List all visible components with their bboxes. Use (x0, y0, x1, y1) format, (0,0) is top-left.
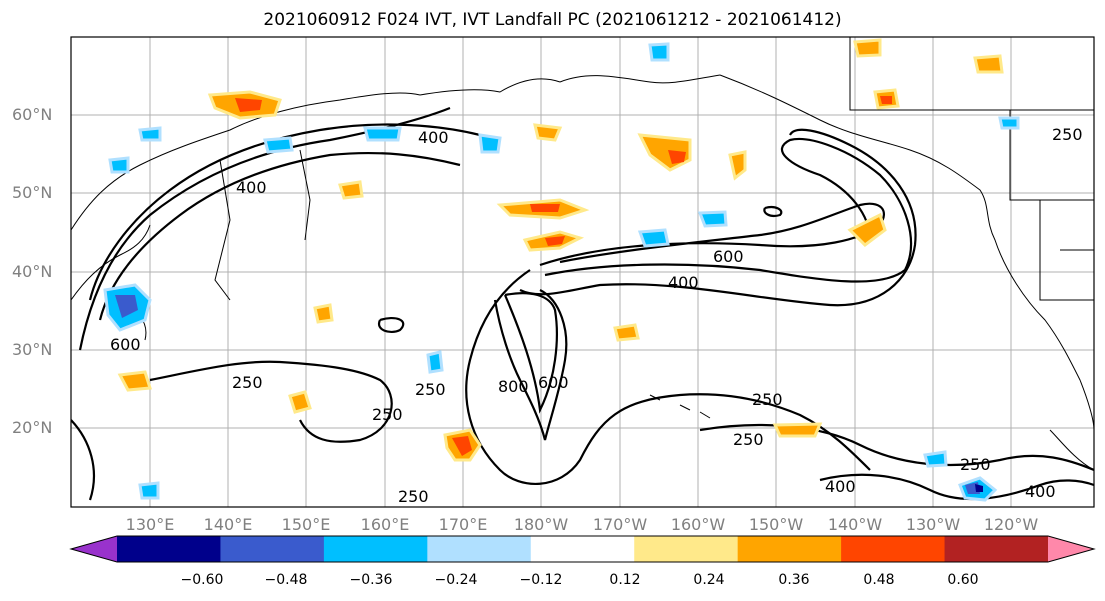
colorbar-segment (841, 536, 946, 562)
contour-label: 400 (236, 178, 267, 197)
contour-label: 600 (713, 247, 744, 266)
colorbar-segment (530, 536, 635, 562)
lon-label: 150°E (281, 515, 331, 534)
colorbar-tick-label: −0.24 (434, 572, 478, 588)
lon-label: 130°W (905, 515, 961, 534)
contour-label: 250 (1052, 125, 1083, 144)
lat-label-50n: 50°N (12, 183, 53, 202)
lon-label: 170°E (438, 515, 488, 534)
contour-label: 250 (733, 430, 764, 449)
colorbar-tick-label: 0.12 (609, 572, 641, 588)
colorbar-segment (117, 536, 221, 562)
contour-label: 250 (372, 405, 403, 424)
colorbar-segment (634, 536, 739, 562)
contour-400-jet (539, 202, 885, 267)
colorbar-tick-label: 0.24 (693, 572, 725, 588)
colorbar-tick-label: 0.36 (778, 572, 810, 588)
colorbar-extend-low (71, 536, 117, 562)
map-frame (70, 36, 1095, 508)
lon-label: 180°W (513, 515, 569, 534)
lat-label-40n: 40°N (12, 262, 53, 281)
colorbar-tick-label: 0.48 (863, 572, 895, 588)
lon-label: 160°W (670, 515, 726, 534)
colorbar-extend-high (1048, 536, 1094, 562)
contour-west-outer (78, 106, 451, 351)
colorbar-segment (323, 536, 428, 562)
contour-label: 400 (418, 128, 449, 147)
contour-label: 400 (825, 477, 856, 496)
lat-label-20n: 20°N (12, 418, 53, 437)
map-title: 2021060912 F024 IVT, IVT Landfall PC (20… (263, 10, 842, 30)
contour-west-600 (98, 151, 461, 321)
lon-label: 120°W (983, 515, 1039, 534)
contour-600-jet (544, 138, 913, 283)
lat-label-60n: 60°N (12, 105, 53, 124)
contour-label: 800 (498, 377, 529, 396)
colorbar-tick-label: −0.60 (180, 572, 224, 588)
contour-label: 400 (668, 273, 699, 292)
contour-label: 250 (398, 487, 429, 506)
lon-label: 140°W (827, 515, 883, 534)
colorbar-tick-label: −0.12 (519, 572, 563, 588)
contour-250-main (465, 269, 871, 486)
contour-label: 250 (415, 380, 446, 399)
colorbar-segment (944, 536, 1049, 562)
contour-outer (519, 128, 917, 307)
colorbar-segment (427, 536, 532, 562)
contour-label: 400 (1025, 482, 1056, 501)
contour-label: 250 (752, 390, 783, 409)
contour-label: 600 (110, 335, 141, 354)
contour-label: 250 (960, 455, 991, 474)
colorbar-tick-label: 0.60 (947, 572, 979, 588)
lat-label-30n: 30°N (12, 340, 53, 359)
ivt-contours (71, 106, 1094, 501)
contour-label: 600 (538, 373, 569, 392)
contour-800 (493, 289, 568, 441)
colorbar-outline (69, 535, 1096, 563)
lon-label: 150°W (748, 515, 804, 534)
lon-label: 140°E (203, 515, 253, 534)
colorbar-segment (737, 536, 842, 562)
colorbar-tick-label: −0.36 (349, 572, 393, 588)
contour-west-400 (88, 123, 481, 301)
colorbar-tick-label: −0.48 (264, 572, 308, 588)
lon-label: 170°W (592, 515, 648, 534)
contour-sw-400 (71, 419, 95, 501)
colorbar (69, 535, 1096, 563)
contour-250-south (149, 360, 393, 443)
contour-small-b (763, 206, 783, 217)
coastlines (71, 37, 1094, 471)
lon-label: 130°E (125, 515, 175, 534)
contour-small-a (377, 316, 405, 334)
pc-patches (103, 38, 1020, 502)
contour-600-mid (503, 292, 558, 414)
contour-labels: 400 400 600 400 600 800 600 250 250 250 … (110, 125, 1083, 506)
lon-label: 160°E (360, 515, 410, 534)
contour-label: 250 (232, 373, 263, 392)
colorbar-segment (220, 536, 325, 562)
